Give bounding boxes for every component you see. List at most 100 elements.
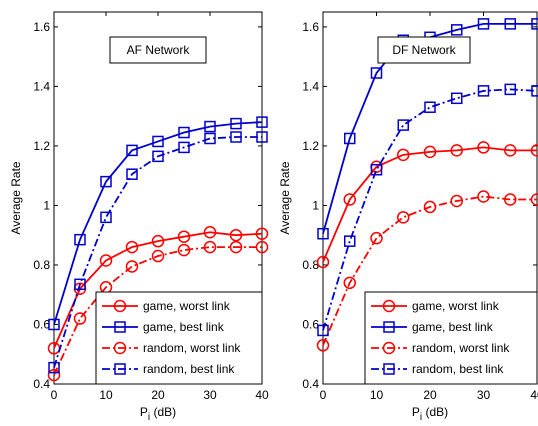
data-point xyxy=(255,227,269,240)
data-point xyxy=(477,141,490,154)
data-point xyxy=(229,240,243,254)
network-label: DF Network xyxy=(392,43,456,57)
x-axis-label-main: P xyxy=(140,405,148,419)
data-point xyxy=(317,324,329,337)
x-axis-label-subscript: i xyxy=(148,412,150,423)
series-game-best-link xyxy=(48,116,268,331)
data-point xyxy=(504,83,516,96)
legend-label: random, worst link xyxy=(143,341,241,355)
data-point xyxy=(177,243,191,257)
data-point xyxy=(256,116,268,128)
x-tick-label: 0 xyxy=(320,388,327,402)
af-network-chart: 0 10 20 30 40 0.4 0.6 0.8 1 1.2 1.4 1.6 Average Rate… xyxy=(9,11,269,423)
data-point xyxy=(397,211,410,224)
data-point xyxy=(126,144,138,157)
data-point xyxy=(370,163,383,176)
data-point xyxy=(204,132,216,145)
data-point xyxy=(48,361,60,374)
data-point xyxy=(151,234,165,248)
y-axis-label: Average Rate xyxy=(9,161,23,234)
data-point xyxy=(316,255,330,269)
y-tick-label: 1 xyxy=(312,198,319,212)
y-tick-label: 1.6 xyxy=(33,20,50,34)
series-line xyxy=(53,121,263,325)
y-tick-label: 1 xyxy=(43,198,50,212)
series-line xyxy=(53,136,262,368)
series-line xyxy=(53,231,263,349)
y-axis-label: Average Rate xyxy=(278,161,292,234)
series-line xyxy=(322,195,537,346)
legend-marker xyxy=(382,341,396,355)
series-random-best-link xyxy=(317,83,538,337)
data-point xyxy=(397,119,409,131)
y-tick-label: 0.4 xyxy=(302,377,319,391)
network-label-box xyxy=(109,36,207,64)
series-random-best-link xyxy=(48,131,268,374)
data-point xyxy=(152,150,164,163)
legend-marker xyxy=(383,363,395,375)
series-random-worst-link xyxy=(316,190,538,352)
data-point xyxy=(344,235,356,247)
data-point xyxy=(100,175,112,188)
y-tick-label: 1.4 xyxy=(33,79,50,93)
data-point xyxy=(74,233,86,246)
data-point xyxy=(255,240,269,254)
y-tick-label: 1.2 xyxy=(33,139,50,153)
legend-label: game, worst link xyxy=(143,299,231,313)
data-point xyxy=(151,249,165,263)
legend-label: random, worst link xyxy=(412,341,510,355)
data-point xyxy=(152,135,164,148)
x-axis-label-unit: (dB) xyxy=(150,405,176,419)
data-point xyxy=(48,318,60,331)
y-tick-label: 0.6 xyxy=(33,317,50,331)
x-tick-label: 10 xyxy=(99,388,113,402)
series-random-worst-link xyxy=(47,240,269,382)
legend-marker xyxy=(113,341,127,355)
y-tick-label: 1.2 xyxy=(302,139,319,153)
data-point xyxy=(203,225,217,239)
y-tick-label: 0.6 xyxy=(302,317,319,331)
y-tick-label: 1.4 xyxy=(302,79,319,93)
legend-label: random, best link xyxy=(412,362,504,376)
legend-label: game, worst link xyxy=(412,299,500,313)
data-point xyxy=(126,168,138,180)
legend-marker xyxy=(383,321,395,333)
data-point xyxy=(125,240,139,254)
data-point xyxy=(450,144,463,157)
data-point xyxy=(229,228,243,242)
x-tick-label: 20 xyxy=(423,388,437,402)
legend-marker xyxy=(113,299,127,313)
data-point xyxy=(504,144,517,157)
data-point xyxy=(370,67,383,79)
x-tick-label: 10 xyxy=(370,388,384,402)
data-point xyxy=(316,339,330,352)
df-network-chart: 0 10 20 30 40 0.4 0.6 0.8 1 1.2 1.4 1.6 Average Rate… xyxy=(278,11,538,423)
data-point xyxy=(530,193,538,206)
x-tick-label: 40 xyxy=(530,388,538,402)
legend-label: game, best link xyxy=(143,320,225,334)
data-point xyxy=(344,132,356,145)
data-point xyxy=(47,368,61,382)
data-point xyxy=(531,18,538,30)
data-point xyxy=(230,131,242,143)
data-point xyxy=(99,254,113,267)
series-line xyxy=(322,88,538,331)
x-tick-label: 30 xyxy=(477,388,491,402)
series-line xyxy=(322,146,537,263)
x-axis-label: Pi (dB) xyxy=(412,405,448,423)
data-point xyxy=(125,260,139,273)
y-tick-label: 0.8 xyxy=(302,258,319,272)
series-line xyxy=(53,246,262,376)
data-point xyxy=(477,190,490,203)
data-point xyxy=(74,278,86,291)
data-point xyxy=(504,193,517,206)
legend-label: game, best link xyxy=(412,320,494,334)
x-tick-label: 0 xyxy=(51,388,58,402)
x-axis-label-main: P xyxy=(412,405,420,419)
data-point xyxy=(256,131,268,143)
data-point xyxy=(73,312,87,325)
data-point xyxy=(531,85,538,97)
data-point xyxy=(530,144,538,157)
data-point xyxy=(370,231,383,245)
